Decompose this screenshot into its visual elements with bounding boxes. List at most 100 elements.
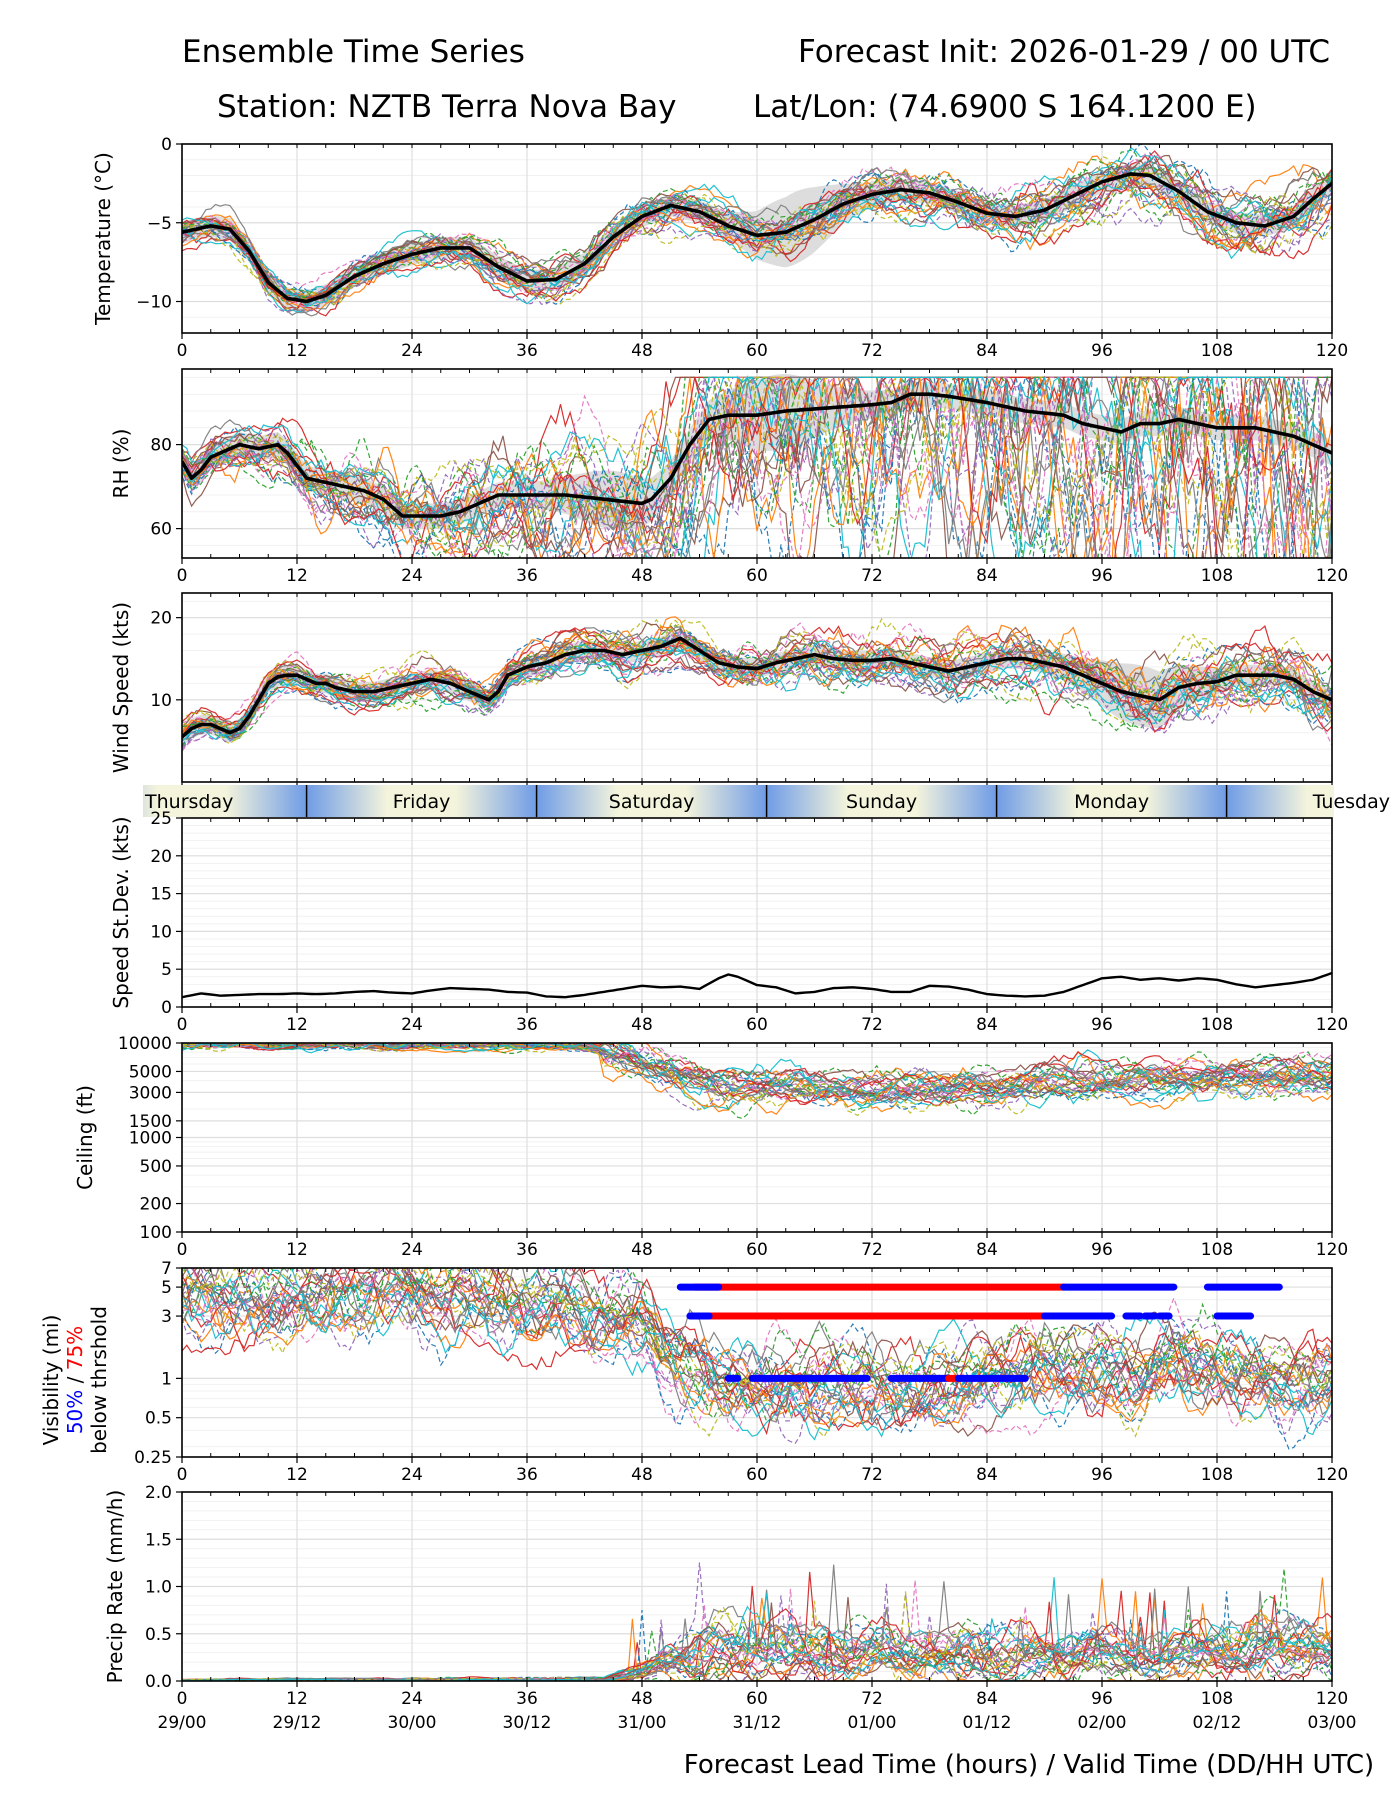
member-line	[182, 1588, 1332, 1681]
day-of-week-bar: Thursday Friday Saturday Sunday Monday Tuesda…	[0, 785, 1400, 817]
day-label: Thursday	[144, 791, 233, 813]
y-tick-label: −10	[136, 293, 172, 313]
member-line	[182, 641, 1332, 738]
member-line	[182, 1280, 1332, 1424]
x-tick-label: 120	[1316, 1689, 1348, 1709]
x-tick-label: 84	[976, 1240, 998, 1260]
member-line	[182, 1043, 1332, 1103]
x-tick-label: 48	[631, 341, 653, 361]
y-axis-label: RH (%)	[109, 429, 133, 499]
vis-sep: /	[63, 1370, 87, 1389]
x-tick-label: 36	[516, 1015, 538, 1035]
x-tick-label: 12	[286, 1465, 308, 1485]
member-line	[182, 375, 1332, 558]
x-tick-label: 72	[861, 1015, 883, 1035]
station-latlon: Lat/Lon: (74.6900 S 164.1200 E)	[753, 89, 1257, 125]
member-line	[182, 1268, 1332, 1428]
member-line	[182, 1591, 1332, 1681]
y-tick-label: 100	[140, 1223, 172, 1243]
member-line	[182, 618, 1332, 730]
x-tick-label: 0	[177, 566, 188, 586]
member-line	[182, 617, 1332, 742]
member-line	[182, 1274, 1332, 1390]
y-tick-label: 500	[140, 1157, 172, 1177]
y-tick-label: 3000	[129, 1083, 172, 1103]
member-line	[182, 1272, 1332, 1438]
x-tick-label: 96	[1091, 1240, 1113, 1260]
x-tick-label: 36	[516, 566, 538, 586]
day-segment	[536, 785, 767, 817]
y-tick-label: 1000	[129, 1129, 172, 1149]
member-line	[182, 622, 1332, 727]
member-line	[182, 1268, 1332, 1399]
visibility-threshold-runs	[676, 1283, 1283, 1382]
x-tick-label: 12	[286, 1240, 308, 1260]
x-tick-label: 60	[746, 1240, 768, 1260]
member-line	[182, 1615, 1332, 1681]
x-tick-label: 96	[1091, 1015, 1113, 1035]
y-tick-label: 7	[161, 1259, 172, 1279]
member-line	[182, 1268, 1332, 1419]
wind-speed-panel: 102001224364860728496108120Wind Speed (k…	[109, 592, 1348, 810]
day-label: Saturday	[609, 791, 695, 813]
vis-75pct-label: 75%	[63, 1326, 87, 1370]
y-tick-label: 1	[161, 1369, 172, 1389]
x-tick-label: 120	[1316, 1240, 1348, 1260]
rh-panel: 60 80 0 12 24 36 48 60 72 84 96 108 120 RH (%)	[109, 368, 1348, 586]
y-tick-label: 15	[150, 885, 172, 905]
day-segment	[766, 785, 997, 817]
x-tick-label: 108	[1201, 1465, 1233, 1485]
y-tick-label: 60	[150, 520, 172, 540]
y-tick-label: 20	[150, 847, 172, 867]
valid-time-label: 01/12	[963, 1713, 1012, 1733]
x-tick-label: 0	[177, 341, 188, 361]
x-tick-label: 96	[1091, 1689, 1113, 1709]
y-axis-label: Ceiling (ft)	[73, 1085, 97, 1190]
temperature-panel: 0 −5 −10 0 12 24 36 48 60 72 84 96 108 120 Temperature…	[91, 135, 1348, 361]
visibility-ylabel-line2: 50% / 75%	[63, 1326, 87, 1434]
x-tick-label: 96	[1091, 1465, 1113, 1485]
member-line	[182, 1043, 1332, 1110]
x-tick-label: 12	[286, 1015, 308, 1035]
member-line	[182, 1271, 1332, 1450]
member-line	[182, 1268, 1332, 1436]
day-segment	[306, 785, 537, 817]
member-line	[182, 376, 1332, 558]
x-tick-label: 0	[177, 1240, 188, 1260]
x-tick-label: 84	[976, 1015, 998, 1035]
x-tick-label: 84	[976, 566, 998, 586]
x-tick-label: 60	[746, 1015, 768, 1035]
x-tick-label: 84	[976, 341, 998, 361]
day-label: Monday	[1074, 791, 1149, 813]
x-tick-label: 84	[976, 1465, 998, 1485]
member-line	[182, 376, 1332, 535]
x-tick-label: 108	[1201, 566, 1233, 586]
x-tick-label: 48	[631, 1015, 653, 1035]
x-tick-label: 48	[631, 566, 653, 586]
member-line	[182, 641, 1332, 740]
member-line	[182, 1591, 1332, 1681]
member-line	[182, 622, 1332, 739]
valid-time-label: 31/00	[618, 1713, 667, 1733]
y-tick-label: 2.0	[145, 1483, 172, 1503]
y-tick-label: 1.5	[145, 1530, 172, 1550]
member-line	[182, 155, 1332, 307]
visibility-ylabel-line1: Visibility (mi)	[39, 1315, 63, 1446]
x-tick-label: 96	[1091, 566, 1113, 586]
x-tick-label: 72	[861, 1240, 883, 1260]
x-tick-label: 60	[746, 566, 768, 586]
y-tick-label: 1500	[129, 1112, 172, 1132]
member-line	[182, 1268, 1332, 1430]
x-tick-label: 0	[177, 1015, 188, 1035]
y-tick-label: 25	[150, 809, 172, 829]
x-tick-label: 72	[861, 341, 883, 361]
speed-stdev-panel: 0 5 10 15 20 25 0 12 24 36 48 60 72 84 96 108 120 Speed S…	[109, 809, 1348, 1035]
y-axis-label: Speed St.Dev. (kts)	[109, 816, 133, 1008]
x-tick-label: 48	[631, 1465, 653, 1485]
y-tick-label: 80	[150, 436, 172, 456]
valid-time-label: 03/00	[1308, 1713, 1357, 1733]
valid-time-label: 29/00	[158, 1713, 207, 1733]
x-tick-label: 120	[1316, 1465, 1348, 1485]
x-axis-label: Forecast Lead Time (hours) / Valid Time …	[684, 1750, 1374, 1780]
